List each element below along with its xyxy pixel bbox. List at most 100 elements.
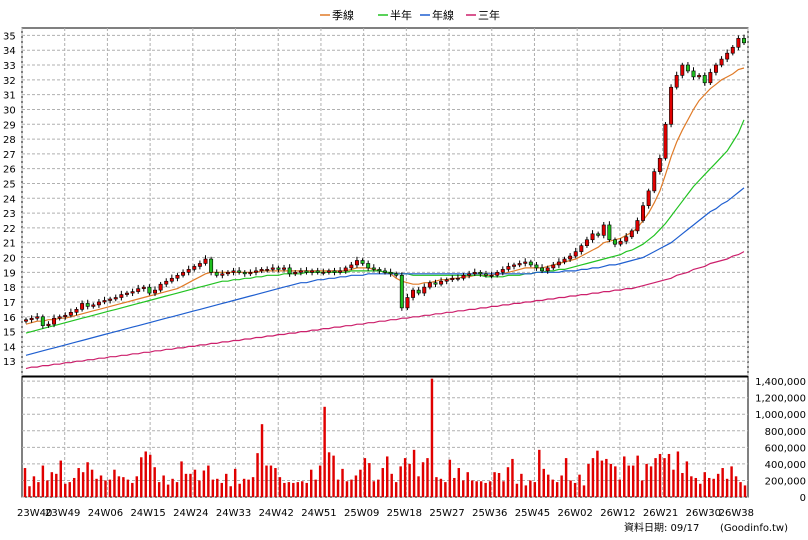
volume-bar xyxy=(421,462,425,497)
volume-bar xyxy=(439,478,443,497)
volume-bar xyxy=(381,468,384,497)
candle-body xyxy=(416,289,421,294)
volume-bar xyxy=(202,470,206,497)
volume-bar xyxy=(457,468,461,497)
x-tick-label: 24W33 xyxy=(216,508,251,519)
volume-bar xyxy=(269,465,273,497)
candle-body xyxy=(439,280,444,285)
volume-tick-label: 1,000,000 xyxy=(755,410,806,421)
candle-body xyxy=(725,52,730,60)
candle-body xyxy=(652,171,657,192)
volume-bar xyxy=(23,468,27,497)
candle-body xyxy=(584,239,589,246)
candle-body xyxy=(153,289,157,294)
volume-bar xyxy=(122,477,125,497)
volume-bar xyxy=(220,482,223,497)
price-plot-frame xyxy=(21,27,749,377)
volume-bar xyxy=(332,455,335,497)
candle-body xyxy=(276,267,281,270)
x-tick-label: 26W12 xyxy=(600,508,635,519)
volume-bar xyxy=(296,482,300,497)
legend: 季線 半年 年線 三年 xyxy=(320,8,500,22)
volume-bar xyxy=(631,465,635,497)
volume-bar xyxy=(497,473,501,497)
volume-bar xyxy=(699,483,702,497)
price-tick-label: 34 xyxy=(3,46,16,57)
price-tick-label: 18 xyxy=(3,283,16,294)
volume-bar xyxy=(618,479,622,497)
volume-bar xyxy=(274,468,277,497)
candle-body xyxy=(35,316,40,319)
price-tick-label: 13 xyxy=(3,357,16,368)
volume-bar xyxy=(211,479,215,497)
candle-body xyxy=(685,64,690,72)
price-tick-label: 17 xyxy=(3,298,16,309)
volume-bar xyxy=(640,480,644,497)
candle-body xyxy=(310,270,315,273)
candle-body xyxy=(343,267,348,272)
volume-tick-label: 0 xyxy=(800,493,806,504)
candle-body xyxy=(164,280,169,285)
volume-bar xyxy=(260,424,264,497)
candle-body xyxy=(338,270,343,273)
volume-bar xyxy=(529,480,532,497)
candle-body xyxy=(52,317,57,325)
volume-bar xyxy=(238,483,241,497)
candle-body xyxy=(646,190,651,207)
volume-bar xyxy=(488,481,492,497)
candle-body xyxy=(181,272,186,276)
volume-bar xyxy=(198,480,201,497)
volume-bar xyxy=(157,482,161,497)
volume-bar xyxy=(104,480,107,497)
volume-bar xyxy=(511,458,514,497)
candle-body xyxy=(495,272,500,276)
x-tick-label: 26W02 xyxy=(558,508,593,519)
candle-body xyxy=(24,319,28,322)
candle-body xyxy=(349,264,354,269)
volume-bar xyxy=(591,458,595,497)
volume-bar xyxy=(193,469,197,497)
volume-bar xyxy=(68,482,71,497)
candle-body xyxy=(590,233,595,241)
volume-bar xyxy=(475,481,478,497)
candle-body xyxy=(523,261,528,264)
volume-bar xyxy=(117,476,121,497)
price-tick-label: 35 xyxy=(3,31,16,42)
x-tick-label: 24W42 xyxy=(259,508,294,519)
volume-bar xyxy=(538,449,541,497)
candle-body xyxy=(209,258,214,273)
candle-body xyxy=(326,270,331,273)
volume-bar xyxy=(41,465,45,497)
volume-bar xyxy=(394,482,398,497)
footer-source: (Goodinfo.tw) xyxy=(720,523,788,534)
candle-body xyxy=(40,316,45,326)
candle-body xyxy=(248,272,253,275)
volume-bar xyxy=(399,466,402,497)
x-tick-label: 26W21 xyxy=(643,508,678,519)
volume-bar xyxy=(377,479,380,497)
volume-bar xyxy=(627,465,630,497)
volume-bar xyxy=(623,456,626,497)
volume-bar xyxy=(148,454,152,497)
candle-body xyxy=(467,273,472,276)
volume-bar xyxy=(524,485,528,497)
volume-bar xyxy=(59,460,62,497)
price-tick-label: 24 xyxy=(3,194,16,205)
volume-bar xyxy=(140,457,143,497)
candle-body xyxy=(702,75,707,84)
volume-bar xyxy=(470,480,474,497)
volume-bar xyxy=(573,482,577,497)
candle-body xyxy=(691,70,696,78)
volume-bar xyxy=(667,453,671,497)
candle-body xyxy=(444,279,449,282)
volume-bar xyxy=(345,481,349,497)
volume-bar xyxy=(37,482,40,497)
volume-bar xyxy=(636,455,639,497)
volume-bar xyxy=(685,461,689,497)
volume-bar xyxy=(649,466,653,497)
candle-body xyxy=(270,267,275,270)
price-tick-label: 22 xyxy=(3,224,16,235)
volume-bar xyxy=(386,456,389,497)
volume-bar xyxy=(587,463,590,497)
candle-body xyxy=(287,267,292,275)
